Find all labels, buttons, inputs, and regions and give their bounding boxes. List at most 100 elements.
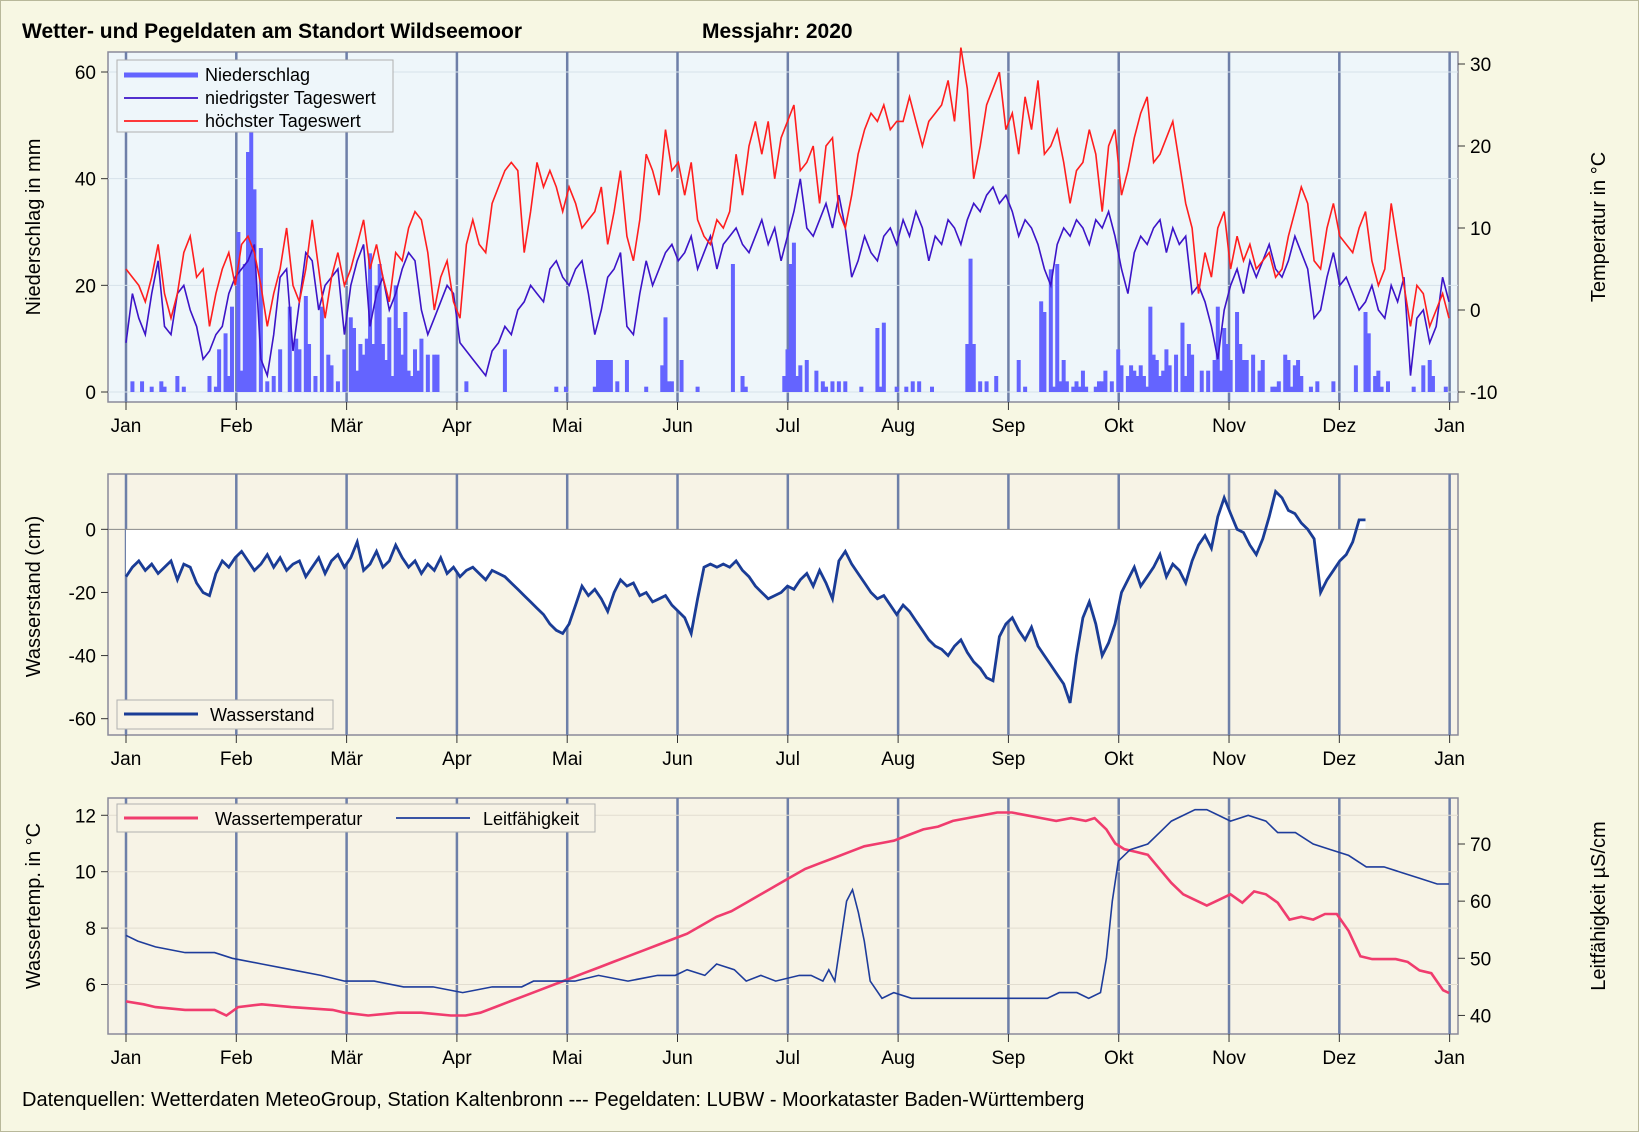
precip-bar [1257,370,1262,392]
y-tick-label: 10 [75,863,96,884]
precip-bar [130,381,135,392]
precip-bar [743,386,748,392]
y-right-tick-label: 20 [1470,137,1491,158]
precip-bar [1116,349,1121,392]
precip-bar [1385,381,1390,392]
precip-bar [1283,354,1288,392]
precip-bar [242,264,247,392]
precip-bar [1212,360,1217,392]
x-tick-label: Aug [881,749,915,770]
precip-bar [878,386,883,392]
x-tick-label: Feb [220,1048,253,1069]
precip-bar [303,296,308,392]
precip-bar [406,370,411,392]
precip-bar [1199,370,1204,392]
precip-bar [1353,365,1358,392]
precip-bar [326,354,331,392]
precip-bar [1148,306,1153,392]
precip-bar [1315,381,1320,392]
precip-bar [464,381,469,392]
precip-bar [252,189,257,392]
precip-bar [1430,376,1435,392]
x-tick-label: Mär [330,1048,363,1069]
precip-bar [1080,370,1085,392]
x-tick-label: Sep [992,1048,1026,1069]
precip-bar [380,344,385,392]
x-tick-label: Aug [881,1048,915,1069]
legend-label-precip: Niederschlag [205,65,310,85]
precip-bar [213,386,218,392]
precip-bar [592,386,597,392]
precip-bar [1427,360,1432,392]
precip-bar [1084,386,1089,392]
y-axis-label: Niederschlag in mm [23,139,45,316]
precip-bar [355,370,360,392]
water-level-fill [126,491,1366,703]
precip-bar [660,365,665,392]
precip-bar [1251,354,1256,392]
precip-bar [329,365,334,392]
precip-bar [820,381,825,392]
x-tick-label: Jun [662,749,693,770]
precip-bar [608,360,613,392]
precip-bar [1141,376,1146,392]
precip-bar [294,338,299,392]
precip-bar [1183,376,1188,392]
precip-bar [1154,360,1159,392]
precip-bar [358,344,363,392]
precip-bar [361,354,366,392]
precip-bar [843,381,848,392]
precip-bar [624,360,629,392]
precip-bar [695,386,700,392]
x-tick-label: Jan [1434,749,1465,770]
precip-bar [278,349,283,392]
x-tick-label: Apr [442,1048,472,1069]
x-tick-label: Dez [1322,1048,1356,1069]
precip-bar [1077,386,1082,392]
precip-bar [1103,370,1108,392]
precip-bar [1055,264,1060,392]
y-axis-label: Wassertemp. in °C [23,823,45,989]
precip-bar [788,264,793,392]
precip-bar [435,354,440,392]
precip-bar [602,360,607,392]
precip-bar [374,285,379,392]
y-right-tick-label: 50 [1470,949,1491,970]
water-temp-line [125,811,1450,1018]
temp-max-line [125,47,1450,330]
data-source-footer: Datenquellen: Wetterdaten MeteoGroup, St… [22,1089,1085,1111]
precip-bar [425,354,430,392]
plot-area [107,473,1459,736]
x-tick-label: Jul [776,416,800,437]
x-tick-label: Jun [662,1048,693,1069]
precip-bar [596,360,601,392]
precip-bar [1292,365,1297,392]
precip-bar [644,386,649,392]
precip-bar [994,376,999,392]
precip-bar [1042,312,1047,392]
precip-bar [1023,386,1028,392]
precip-bar [1308,386,1313,392]
precip-bar [226,376,231,392]
precip-bar [798,365,803,392]
precip-bar [554,386,559,392]
precip-bar [1260,360,1265,392]
precip-bar [875,328,880,392]
precip-bar [1119,365,1124,392]
precip-bar [1186,344,1191,392]
precip-bar [249,61,254,392]
precip-bar [666,381,671,392]
precip-bar [984,381,989,392]
precip-bar [1331,381,1336,392]
precip-bar [1443,386,1448,392]
precip-bar [782,376,787,392]
precip-bar [364,338,369,392]
precip-bar [351,328,356,392]
precip-bar [814,370,819,392]
precip-bar [265,381,270,392]
precip-bar [1129,365,1134,392]
precip-bar [1238,344,1243,392]
water-level-line [124,488,1366,704]
precip-bar [1135,376,1140,392]
